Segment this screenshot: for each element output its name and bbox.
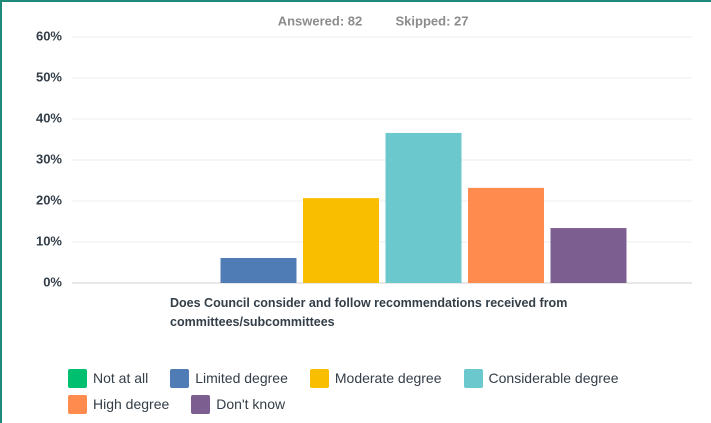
y-tick-label: 50%	[36, 69, 62, 84]
legend-item: High degree	[68, 394, 169, 414]
legend-label: Considerable degree	[488, 370, 619, 386]
legend-swatch	[191, 394, 211, 414]
legend-label: Limited degree	[195, 370, 288, 386]
legend-label: Not at all	[93, 370, 149, 386]
legend-swatch	[309, 368, 329, 388]
y-tick-label: 20%	[36, 192, 62, 207]
legend-swatch	[68, 368, 87, 388]
legend-swatch	[463, 368, 483, 388]
legend-swatch	[68, 394, 87, 414]
legend-swatch	[170, 368, 190, 388]
answered: Answered: 82	[278, 13, 363, 28]
legend-label: High degree	[93, 396, 170, 412]
y-tick-label: 0%	[43, 274, 62, 289]
y-tick-label: 60%	[36, 28, 62, 43]
bar	[468, 187, 544, 283]
category-label: Does Council consider and follow recomme…	[170, 296, 568, 329]
y-tick-label: 10%	[36, 233, 62, 248]
y-tick-label: 40%	[36, 110, 62, 125]
y-tick-label: 30%	[36, 151, 62, 166]
legend: Not at all Limited degree Moderate degree C…	[68, 368, 698, 414]
legend-item: Limited degree	[170, 368, 288, 388]
skipped: Skipped: 27	[396, 13, 469, 28]
legend-label: Moderate degree	[334, 370, 442, 386]
legend-item: Considerable degree	[463, 368, 619, 388]
legend-item: Not at all	[68, 368, 148, 388]
bar	[220, 257, 297, 283]
bar	[550, 228, 627, 283]
legend-item: Don't know	[191, 394, 285, 414]
legend-item: Moderate degree	[309, 368, 442, 388]
legend-label: Don't know	[216, 396, 286, 412]
bar	[303, 198, 379, 283]
bar	[385, 132, 462, 283]
